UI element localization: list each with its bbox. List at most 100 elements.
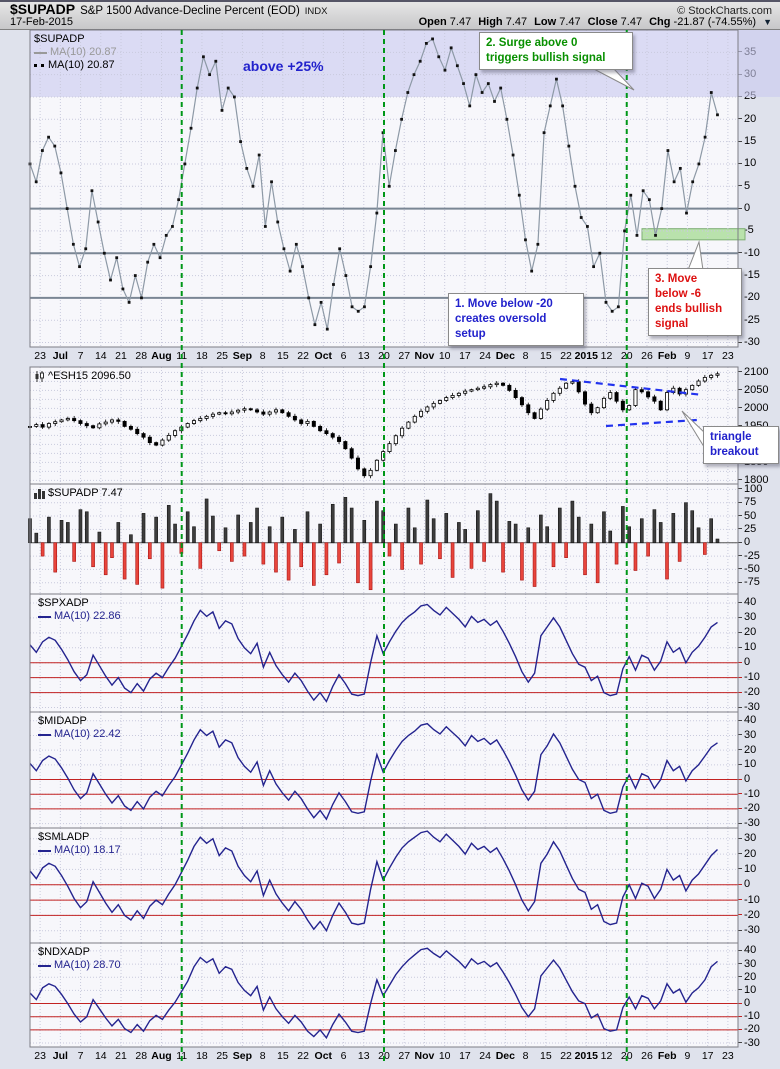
tick-label: 0 — [744, 773, 751, 786]
tick-label: 100 — [744, 482, 763, 495]
x-axis-label: 10 — [438, 1050, 451, 1062]
legend-text: MA(10) 20.87 — [50, 46, 117, 58]
x-axis-label: Oct — [314, 1050, 333, 1062]
tick-label: -30 — [744, 336, 760, 349]
tick-mark — [738, 631, 742, 633]
tick-mark — [738, 341, 742, 343]
tick-mark — [738, 501, 742, 503]
ma-line-swatch — [38, 964, 51, 967]
x-axis-label: 26 — [641, 1050, 653, 1062]
x-axis-label: 12 — [600, 1050, 613, 1062]
axis-tick-ndxadp: -30 — [738, 1037, 760, 1049]
axis-tick-supadp-main: 15 — [738, 135, 756, 147]
x-axis-label: Nov — [414, 1050, 435, 1062]
tick-mark — [738, 371, 742, 373]
ma-line-swatch — [38, 733, 51, 736]
axis-tick-supadp-histogram: 50 — [738, 510, 756, 522]
tick-label: -75 — [744, 576, 760, 589]
axis-tick-midadp: -20 — [738, 802, 760, 814]
tick-label: 30 — [744, 728, 757, 741]
annotation-line: setup — [455, 327, 486, 340]
low-value: 7.47 — [559, 16, 581, 28]
x-axis-label: 21 — [115, 350, 127, 362]
legend-row: MA(10) 20.87 — [34, 59, 117, 72]
tick-mark — [738, 868, 742, 870]
axis-tick-midadp: 0 — [738, 773, 750, 785]
chg-down-arrow-icon: ▼ — [763, 17, 772, 27]
x-axis-label: 25 — [216, 1050, 228, 1062]
x-axis-label: 25 — [216, 350, 228, 362]
tick-label: -10 — [744, 1010, 760, 1023]
axis-tick-supadp-histogram: -25 — [738, 550, 760, 562]
axis-tick-ndxadp: 20 — [738, 971, 756, 983]
tick-label: 0 — [744, 202, 751, 215]
x-axis-label: 13 — [357, 350, 370, 362]
annotation-line: triggers bullish signal — [486, 51, 606, 64]
x-axis-label: 24 — [479, 1050, 491, 1062]
ma-line-swatch — [34, 51, 47, 54]
x-axis-label: 8 — [259, 1050, 266, 1062]
x-axis-label: Oct — [314, 350, 333, 362]
x-axis-label: 15 — [539, 350, 552, 362]
annotation-line: 1. Move below -20 — [455, 298, 553, 310]
legend-row: $SUPADP — [34, 33, 117, 46]
tick-label: 10 — [744, 157, 757, 170]
x-axis-label: Jul — [52, 1050, 68, 1062]
axis-tick-supadp-main: 5 — [738, 180, 750, 192]
tick-label: 2050 — [744, 383, 769, 396]
axis-tick-supadp-histogram: 75 — [738, 496, 756, 508]
legend-text: ^ESH15 2096.50 — [48, 370, 131, 382]
axis-tick-smladp: -30 — [738, 924, 760, 936]
tick-label: -30 — [744, 924, 760, 937]
x-axis-label: 15 — [277, 350, 289, 362]
tick-mark — [738, 691, 742, 693]
axis-tick-midadp: -10 — [738, 788, 760, 800]
axis-tick-spxadp: 30 — [738, 611, 756, 623]
x-axis-label: 28 — [135, 350, 148, 362]
annotation-line: signal — [655, 317, 689, 330]
axis-tick-spxadp: 0 — [738, 656, 750, 668]
tick-mark — [738, 568, 742, 570]
legend-text: $NDXADP — [38, 946, 90, 958]
tick-mark — [738, 185, 742, 187]
tick-label: -10 — [744, 671, 760, 684]
tick-mark — [738, 541, 742, 543]
annotation-line: 3. Move — [655, 273, 698, 285]
x-axis-label: 17 — [459, 1050, 471, 1062]
x-axis-label: Dec — [495, 350, 515, 362]
tick-mark — [738, 425, 742, 427]
tick-label: 30 — [744, 611, 757, 624]
axis-tick-supadp-histogram: -75 — [738, 576, 760, 588]
tick-mark — [738, 528, 742, 530]
tick-label: -20 — [744, 686, 760, 699]
tick-mark — [738, 581, 742, 583]
axis-tick-spxadp: 40 — [738, 596, 756, 608]
tick-mark — [738, 515, 742, 517]
ma-line-swatch — [38, 615, 51, 618]
legend-esh15: ^ESH15 2096.50 — [34, 370, 131, 383]
axis-tick-midadp: 20 — [738, 744, 756, 756]
tick-label: 20 — [744, 970, 757, 983]
tick-label: -15 — [744, 269, 760, 282]
axis-tick-supadp-main: 20 — [738, 113, 756, 125]
tick-label: -5 — [744, 224, 754, 237]
tick-label: 20 — [744, 743, 757, 756]
x-axis-label: 6 — [340, 1050, 347, 1062]
legend-text: $SUPADP 7.47 — [48, 487, 123, 499]
tick-label: 50 — [744, 509, 757, 522]
axis-tick-midadp: 30 — [738, 729, 756, 741]
legend-row: MA(10) 20.87 — [34, 46, 117, 59]
tick-mark — [738, 706, 742, 708]
annotation-line: creates oversold — [455, 312, 547, 325]
x-axis-label: 18 — [196, 350, 208, 362]
x-axis-label: 26 — [641, 350, 653, 362]
legend-row: $SPXADP — [38, 597, 121, 610]
tick-mark — [738, 162, 742, 164]
x-axis-label: 9 — [684, 350, 691, 362]
tick-mark — [738, 734, 742, 736]
x-axis-label: Feb — [657, 350, 677, 362]
tick-label: 2100 — [744, 365, 769, 378]
annotation-line: below -6 — [655, 287, 702, 300]
axis-tick-spxadp: -30 — [738, 701, 760, 713]
